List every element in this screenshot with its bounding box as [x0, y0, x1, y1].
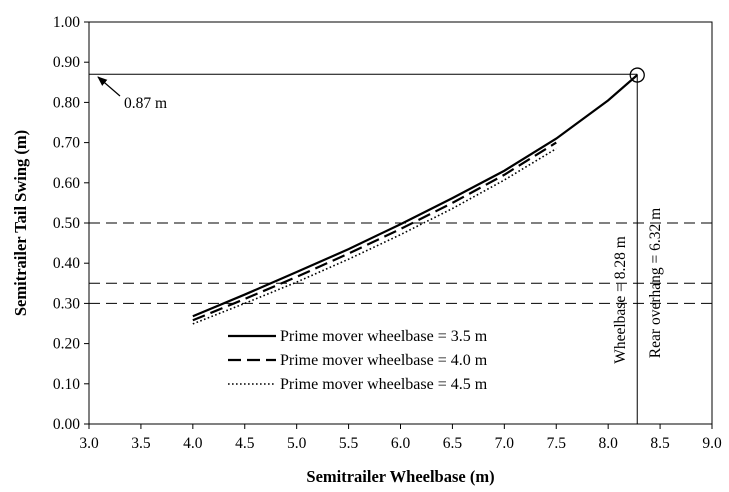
tail-swing-arrow	[97, 76, 121, 97]
legend-items: Prime mover wheelbase = 3.5 m Prime mover…	[228, 328, 488, 393]
x-axis-ticks: 3.0 3.5 4.0 4.5 5.0 5.5 6.0 6.5 7.0 7.5 8.0 8.5 9.0	[79, 424, 722, 452]
intersection-marker	[629, 67, 645, 83]
y-tick-label: 0.90	[53, 54, 80, 71]
y-tick-label: 0.70	[53, 135, 80, 152]
legend-label: Prime mover wheelbase = 3.5 m	[280, 328, 488, 345]
y-tick-label: 0.60	[53, 175, 80, 192]
y-tick-label: 0.50	[53, 215, 80, 232]
series-line	[192, 147, 557, 325]
x-tick-label: 4.5	[235, 435, 255, 452]
x-tick-label: 8.5	[650, 435, 670, 452]
x-tick-label: 5.0	[287, 435, 307, 452]
y-tick-label: 0.30	[53, 295, 80, 312]
series-layer	[192, 67, 645, 325]
rear-overhang-label: Rear overhang = 6.32 m	[647, 208, 664, 358]
x-tick-label: 4.0	[183, 435, 203, 452]
series-line	[192, 74, 638, 318]
y-axis-title: Semitrailer Tail Swing (m)	[11, 130, 30, 316]
wheelbase-label: Wheelbase = 8.28 m	[612, 236, 629, 364]
annotations: 0.87 m Wheelbase = 8.28 m Rear overhang …	[97, 76, 664, 364]
x-tick-label: 8.0	[598, 435, 618, 452]
x-tick-label: 6.5	[443, 435, 463, 452]
y-tick-label: 0.00	[53, 416, 80, 433]
y-tick-label: 0.40	[53, 255, 80, 272]
x-tick-label: 7.5	[547, 435, 567, 452]
x-tick-label: 6.0	[391, 435, 411, 452]
legend-label: Prime mover wheelbase = 4.5 m	[280, 376, 488, 393]
y-tick-label: 0.10	[53, 376, 80, 393]
legend-label: Prime mover wheelbase = 4.0 m	[280, 352, 488, 369]
y-tick-label: 0.80	[53, 94, 80, 111]
x-tick-label: 3.5	[131, 435, 151, 452]
series-line	[192, 141, 557, 322]
x-tick-label: 7.0	[495, 435, 515, 452]
x-axis-title: Semitrailer Wheelbase (m)	[306, 467, 494, 486]
y-tick-label: 1.00	[53, 14, 80, 31]
x-tick-label: 5.5	[339, 435, 359, 452]
x-tick-label: 3.0	[79, 435, 99, 452]
y-tick-label: 0.20	[53, 336, 80, 353]
legend: Prime mover wheelbase = 3.5 m Prime mover…	[224, 320, 596, 400]
y-axis-ticks: 0.00 0.10 0.20 0.30 0.40 0.50 0.60 0.70 0.80 0.90…	[53, 14, 89, 433]
legend-background	[224, 320, 596, 400]
tail-swing-label: 0.87 m	[124, 95, 167, 112]
x-tick-label: 9.0	[702, 435, 722, 452]
